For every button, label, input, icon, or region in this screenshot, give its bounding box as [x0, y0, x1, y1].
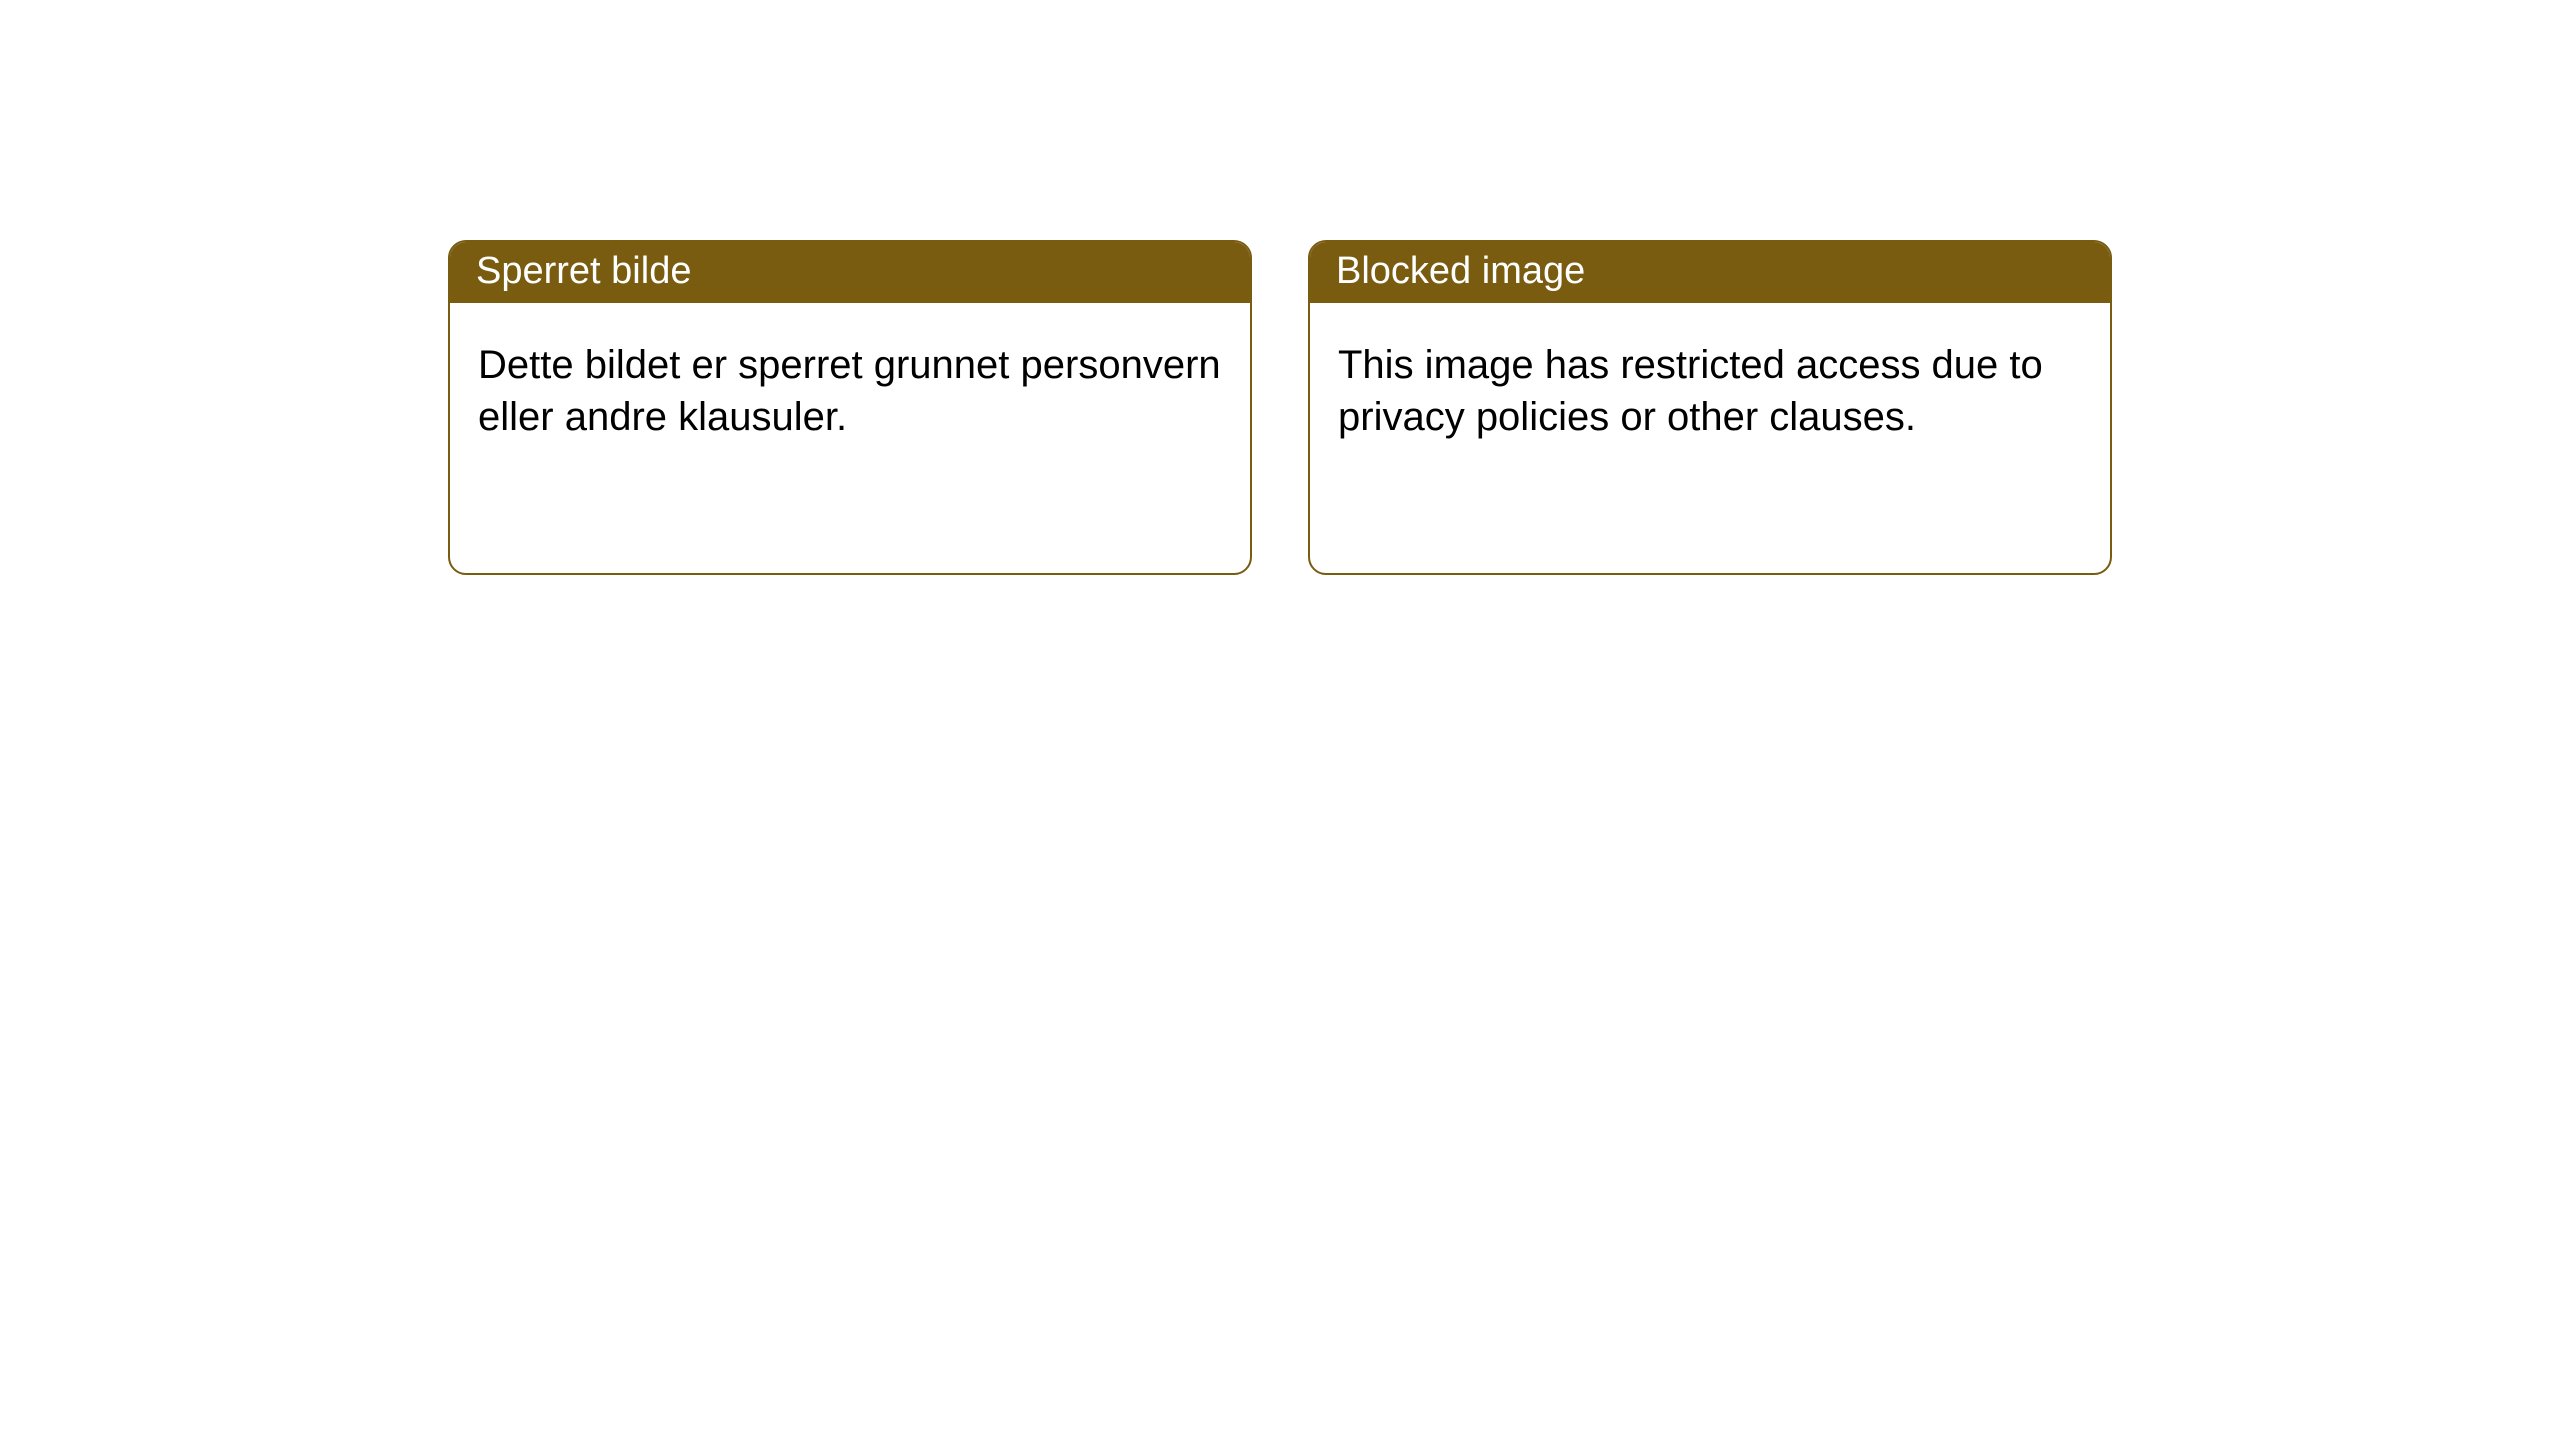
- notice-card-no: Sperret bilde Dette bildet er sperret gr…: [448, 240, 1252, 575]
- notice-container: Sperret bilde Dette bildet er sperret gr…: [0, 0, 2560, 575]
- notice-title-no: Sperret bilde: [450, 242, 1250, 303]
- notice-body-en: This image has restricted access due to …: [1310, 303, 2110, 479]
- notice-card-en: Blocked image This image has restricted …: [1308, 240, 2112, 575]
- notice-title-en: Blocked image: [1310, 242, 2110, 303]
- notice-body-no: Dette bildet er sperret grunnet personve…: [450, 303, 1250, 479]
